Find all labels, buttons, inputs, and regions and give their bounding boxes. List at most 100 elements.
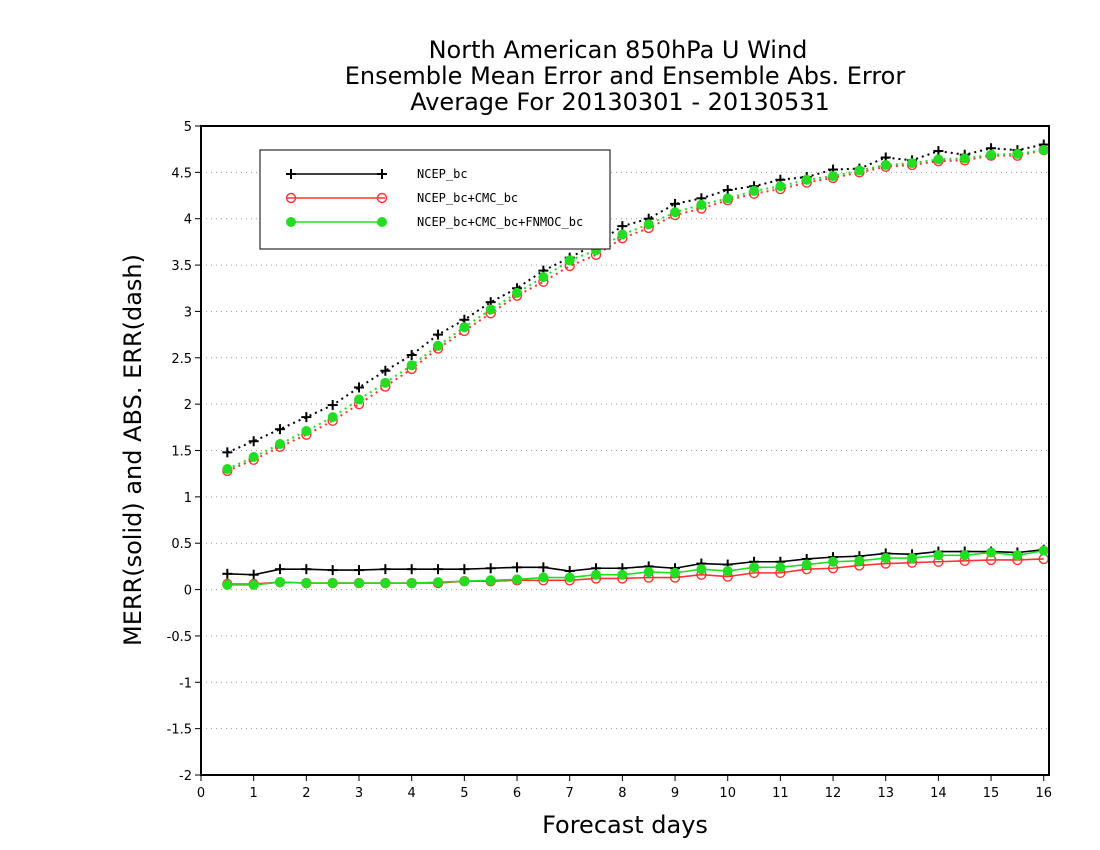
- legend-marker: [377, 217, 387, 227]
- merr-point: [406, 578, 417, 589]
- series-layer: [222, 139, 1049, 590]
- legend-box: [259, 149, 611, 250]
- y-tick-label: 2.5: [171, 352, 192, 367]
- series-2: [222, 145, 1049, 590]
- abs-err-point: [512, 287, 523, 298]
- abs-err-point: [222, 464, 233, 475]
- abs-err-point: [670, 207, 681, 218]
- merr-point: [801, 559, 812, 570]
- y-tick-label: -2: [179, 769, 192, 784]
- abs-err-point: [564, 255, 575, 266]
- abs-err-point: [986, 149, 997, 160]
- x-tick-label: 6: [513, 786, 521, 801]
- merr-point: [459, 576, 470, 587]
- x-tick-label: 11: [772, 786, 789, 801]
- abs-err-point: [828, 171, 839, 182]
- merr-point: [301, 578, 312, 589]
- merr-point: [591, 569, 602, 580]
- merr-point: [354, 578, 365, 589]
- y-tick-label: 3: [184, 305, 192, 320]
- abs-err-point: [907, 158, 918, 169]
- abs-err-point: [380, 377, 391, 388]
- abs-err-point: [406, 350, 417, 361]
- abs-err-line: [226, 149, 1044, 470]
- title-line-3: Average For 20130301 - 20130531: [410, 88, 830, 116]
- merr-point: [354, 565, 365, 576]
- merr-point: [485, 575, 496, 586]
- merr-point: [722, 566, 733, 577]
- abs-err-point: [1038, 145, 1049, 156]
- merr-point: [1012, 550, 1023, 561]
- merr-point: [433, 564, 444, 575]
- abs-err-point: [643, 219, 654, 230]
- merr-line: [227, 558, 1044, 585]
- abs-err-point: [406, 360, 417, 371]
- y-tick-label: 2: [184, 398, 192, 413]
- legend-marker: [285, 192, 297, 204]
- merr-point: [222, 568, 233, 579]
- abs-err-point: [354, 394, 365, 405]
- legend-marker: [286, 169, 296, 179]
- merr-point: [327, 578, 338, 589]
- abs-err-point: [775, 181, 786, 192]
- y-axis-ticks: -2 -1.5 -1 -0.5 0 0.5 1 1.5 2 2.5 3 3.5 4 4.5 5: [167, 120, 201, 784]
- abs-err-point: [485, 304, 496, 315]
- plot-frame: [200, 125, 1050, 776]
- abs-err-point: [854, 165, 865, 176]
- abs-err-point: [275, 439, 286, 450]
- merr-point: [459, 564, 470, 575]
- merr-point: [670, 567, 681, 578]
- y-tick-label: 0: [184, 584, 192, 599]
- abs-err-point: [722, 184, 733, 195]
- merr-point: [327, 565, 338, 576]
- merr-point: [854, 555, 865, 566]
- legend-marker: [377, 169, 387, 179]
- merr-point: [1038, 545, 1049, 556]
- merr-point: [617, 569, 628, 580]
- abs-err-point: [248, 451, 259, 462]
- y-tick-label: 4.5: [171, 166, 192, 181]
- merr-point: [248, 579, 259, 590]
- legend-marker: [376, 192, 388, 204]
- abs-err-point: [722, 193, 733, 204]
- abs-err-point: [959, 153, 970, 164]
- x-tick-label: 15: [983, 786, 1000, 801]
- x-axis-ticks: 0 1 2 3 4 5 6 7 8 9 10 11 12 13 14 15 16: [197, 775, 1052, 801]
- abs-err-point: [933, 154, 944, 165]
- merr-point: [380, 578, 391, 589]
- merr-point: [907, 553, 918, 564]
- y-tick-label: 1.5: [171, 445, 192, 460]
- abs-err-point: [696, 199, 707, 210]
- abs-err-point: [380, 365, 391, 376]
- merr-point: [643, 566, 654, 577]
- abs-err-point: [433, 329, 444, 340]
- legend-marker: [286, 217, 296, 227]
- merr-point: [538, 562, 549, 573]
- abs-err-point: [880, 159, 891, 170]
- abs-err-point: [933, 146, 944, 157]
- x-tick-label: 14: [930, 786, 947, 801]
- abs-err-point: [670, 198, 681, 209]
- abs-err-point: [749, 185, 760, 196]
- merr-point: [696, 564, 707, 575]
- abs-err-point: [538, 272, 549, 283]
- legend-label: NCEP_bc+CMC_bc+FNMOC_bc: [417, 215, 583, 229]
- y-tick-label: -0.5: [167, 630, 192, 645]
- abs-err-point: [327, 412, 338, 423]
- y-tick-label: -1: [179, 676, 192, 691]
- x-tick-label: 0: [197, 786, 205, 801]
- abs-err-point: [617, 229, 628, 240]
- merr-point: [380, 564, 391, 575]
- y-tick-label: 3.5: [171, 259, 192, 274]
- y-tick-label: 4: [184, 213, 192, 228]
- x-tick-label: 9: [671, 786, 679, 801]
- merr-point: [275, 564, 286, 575]
- title-line-2: Ensemble Mean Error and Ensemble Abs. Er…: [345, 62, 906, 90]
- x-tick-label: 4: [408, 786, 416, 801]
- merr-point: [222, 579, 233, 590]
- x-tick-label: 3: [355, 786, 363, 801]
- merr-point: [775, 562, 786, 573]
- y-tick-label: -1.5: [167, 723, 192, 738]
- merr-point: [512, 562, 523, 573]
